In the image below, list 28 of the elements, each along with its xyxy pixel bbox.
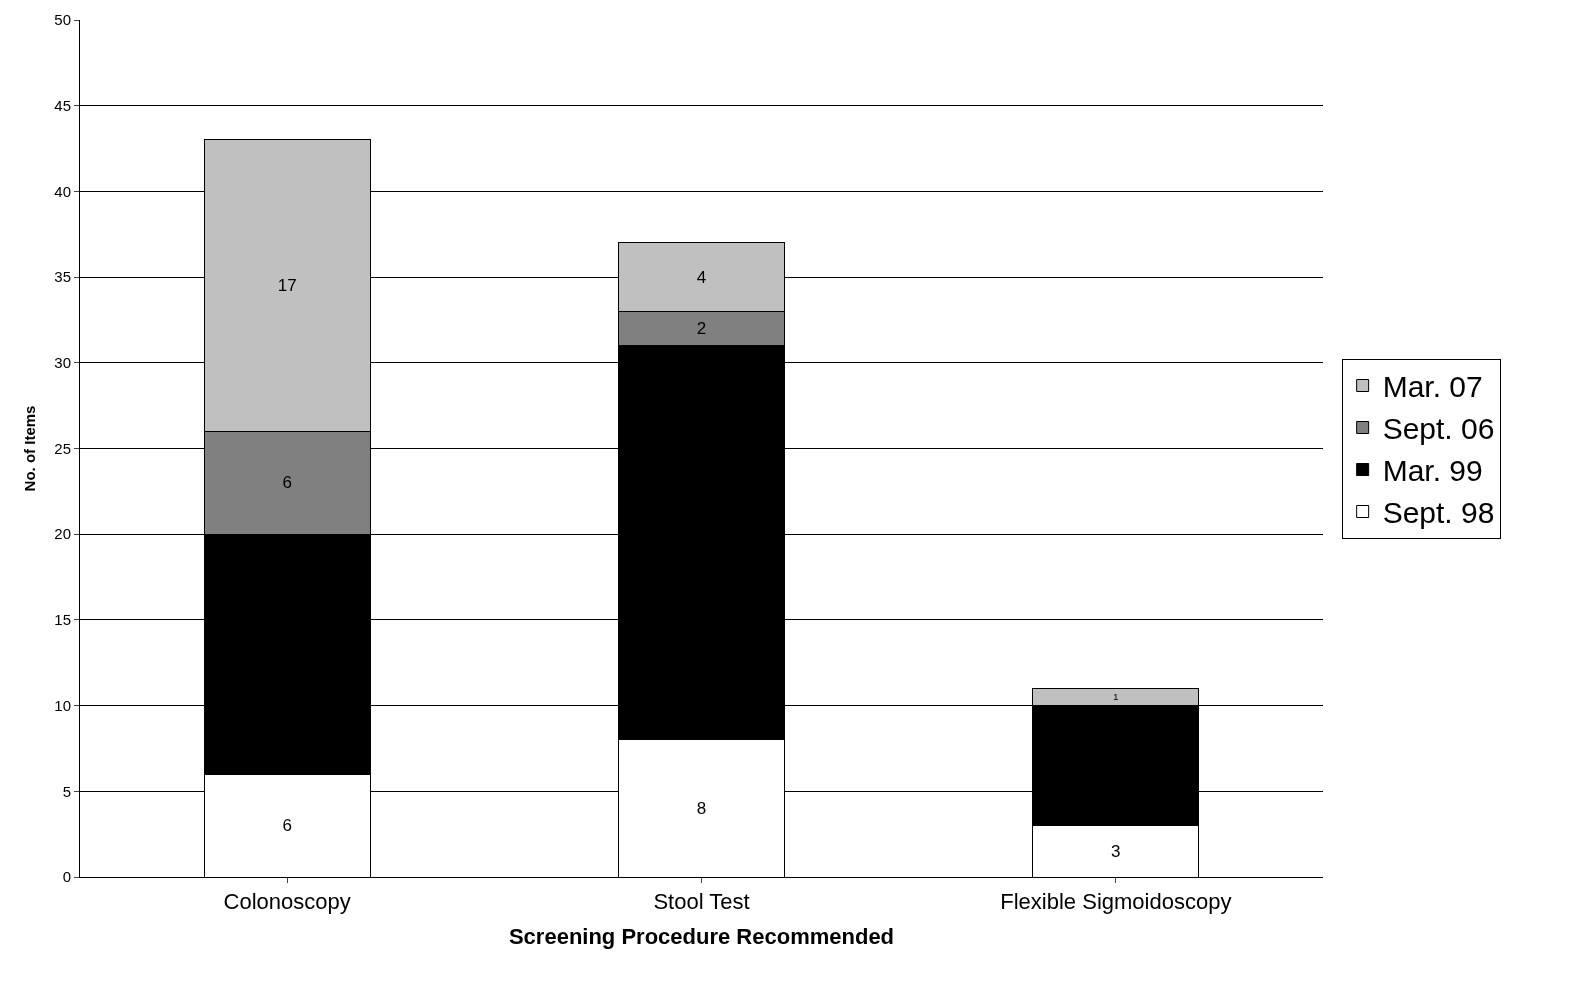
legend-label: Sept. 98 bbox=[1382, 496, 1495, 530]
x-axis-title: Screening Procedure Recommended bbox=[508, 924, 895, 950]
data-label: 4 bbox=[696, 267, 707, 287]
y-tick-label: 0 bbox=[62, 868, 71, 886]
y-tick-label: 50 bbox=[54, 11, 71, 29]
y-tick-label: 10 bbox=[54, 696, 71, 714]
data-label: 1 bbox=[1113, 691, 1120, 703]
y-tick-label: 30 bbox=[54, 354, 71, 372]
data-label: 2 bbox=[696, 319, 707, 339]
data-label: 6 bbox=[282, 473, 292, 493]
legend-label: Mar. 07 bbox=[1382, 370, 1483, 404]
data-label: 8 bbox=[696, 798, 707, 818]
y-tick-label: 25 bbox=[54, 439, 71, 457]
y-tick-label: 5 bbox=[62, 782, 71, 800]
y-tick-label: 35 bbox=[54, 268, 71, 286]
x-tick-label: Stool Test bbox=[653, 889, 750, 915]
legend-label: Mar. 99 bbox=[1382, 454, 1483, 488]
y-tick-label: 40 bbox=[54, 182, 71, 200]
y-axis-title: No. of Items bbox=[20, 405, 38, 492]
legend-label: Sept. 06 bbox=[1382, 412, 1495, 446]
x-tick-label: Colonoscopy bbox=[223, 889, 351, 915]
y-tick-label: 20 bbox=[54, 525, 71, 543]
y-tick-label: 45 bbox=[54, 96, 71, 114]
data-label: 17 bbox=[277, 276, 297, 296]
y-tick-label: 15 bbox=[54, 611, 71, 629]
x-tick-label: Flexible Sigmoidoscopy bbox=[1000, 889, 1232, 915]
data-label: 3 bbox=[1111, 841, 1121, 861]
data-label: 6 bbox=[282, 816, 292, 836]
